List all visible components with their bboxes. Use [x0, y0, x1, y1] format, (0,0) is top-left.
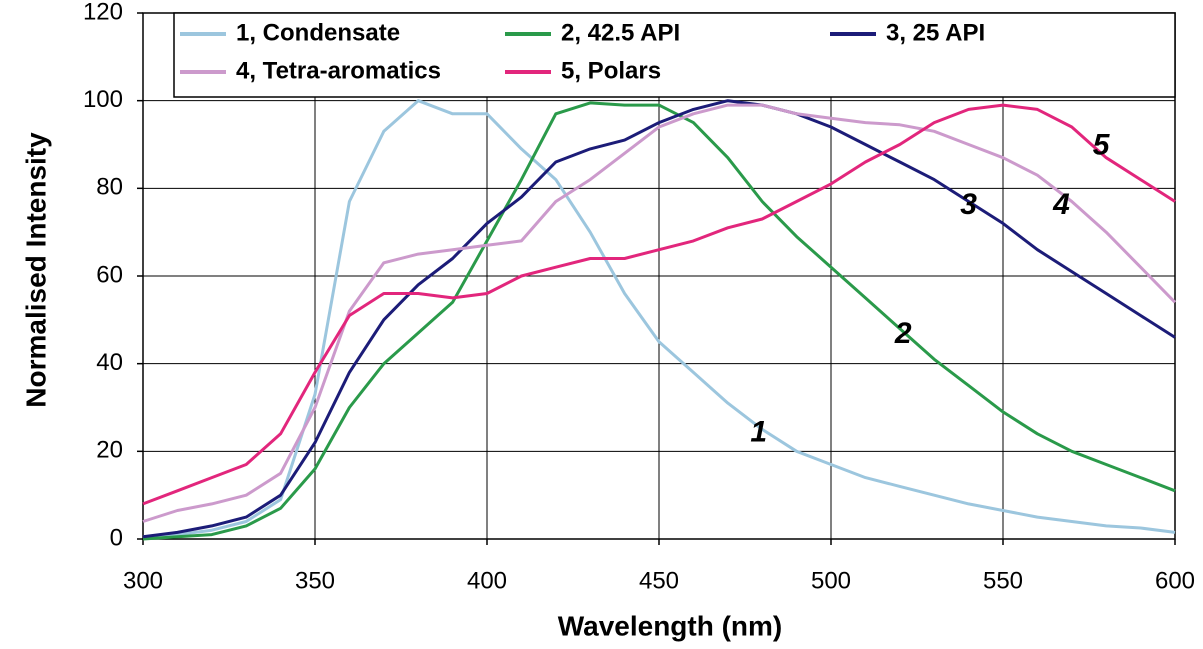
x-axis-title: Wavelength (nm) [558, 610, 783, 641]
annotation: 3 [960, 188, 977, 221]
y-tick-label: 0 [110, 524, 123, 551]
legend-label: 3, 25 API [886, 19, 985, 46]
legend-label: 4, Tetra-aromatics [236, 57, 441, 84]
x-tick-label: 600 [1155, 567, 1195, 594]
y-tick-label: 80 [96, 174, 123, 201]
y-axis-title: Normalised Intensity [20, 132, 51, 408]
series-line [142, 103, 1176, 506]
legend: 1, Condensate 2, 42.5 API 3, 25 API 4, Tetr… [173, 12, 1176, 98]
series-line [142, 99, 1176, 539]
x-tick-label: 300 [123, 567, 163, 594]
legend-box [173, 12, 1176, 98]
annotation: 5 [1093, 129, 1111, 162]
legend-label: 1, Condensate [236, 19, 400, 46]
annotation: 2 [894, 317, 912, 350]
x-tick-label: 450 [639, 567, 679, 594]
series-line [142, 99, 1176, 539]
x-tick-label: 400 [467, 567, 507, 594]
y-tick-label: 20 [96, 437, 123, 464]
y-tick-label: 120 [83, 0, 123, 25]
legend-label: 2, 42.5 API [561, 19, 680, 46]
series-line [142, 101, 1176, 541]
y-tick-label: 60 [96, 261, 123, 288]
x-tick-label: 350 [295, 567, 335, 594]
annotation: 4 [1052, 188, 1070, 221]
legend-label: 5, Polars [561, 57, 661, 84]
y-tick-label: 40 [96, 349, 123, 376]
x-tick-label: 550 [983, 567, 1023, 594]
series-line [142, 103, 1177, 523]
x-tick-label: 500 [811, 567, 851, 594]
y-tick-label: 100 [83, 86, 123, 113]
annotation: 1 [750, 416, 767, 449]
